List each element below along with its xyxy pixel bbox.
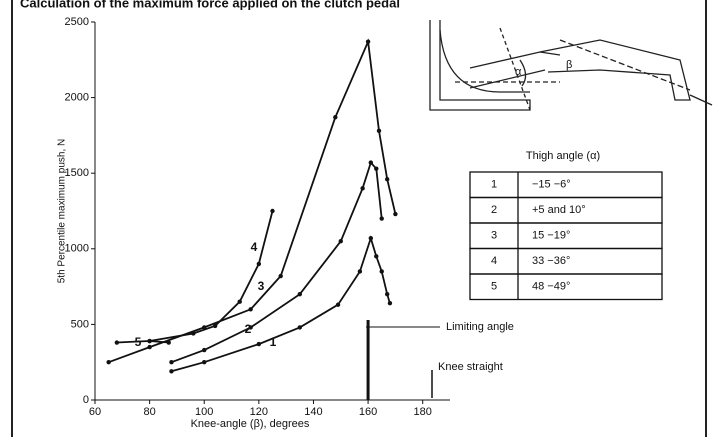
- table-cell: 1: [491, 179, 497, 191]
- data-point: [248, 325, 253, 330]
- data-point: [376, 128, 382, 134]
- data-point: [384, 291, 390, 297]
- beta-label: β: [566, 59, 572, 71]
- series-line: [171, 160, 383, 364]
- table-cell: 2: [491, 204, 497, 216]
- data-point: [256, 341, 262, 347]
- data-point: [212, 323, 218, 329]
- data-point: [393, 211, 398, 217]
- table-row: [469, 273, 663, 301]
- y-axis-label: 5th Percentile maximum push, N: [57, 139, 68, 284]
- data-point: [270, 208, 275, 214]
- y-tick-label: 1500: [65, 167, 89, 179]
- data-point: [237, 299, 242, 304]
- data-point: [360, 186, 365, 191]
- table-cell: 15 −19°: [532, 230, 570, 242]
- table-title: Thigh angle (α): [526, 150, 600, 162]
- data-point: [169, 360, 174, 365]
- series-label: 2: [245, 322, 252, 336]
- x-tick-label: 80: [143, 406, 155, 418]
- data-point: [297, 325, 303, 330]
- table-cell: −15 −6°: [532, 179, 571, 191]
- data-point: [278, 273, 283, 279]
- table-cell: 33 −36°: [532, 255, 570, 267]
- alpha-label: α: [515, 66, 522, 78]
- chart-title: Calculation of the maximum force applied…: [20, 0, 400, 10]
- data-point: [147, 338, 152, 344]
- series-label: 5: [135, 335, 142, 349]
- series-line: [108, 38, 397, 364]
- table-cell: 4: [491, 255, 497, 267]
- annotation: Limiting angle: [446, 321, 514, 333]
- x-tick-label: 160: [359, 406, 377, 418]
- data-point: [114, 340, 120, 345]
- data-point: [374, 166, 379, 171]
- data-point: [379, 216, 384, 221]
- data-point: [379, 269, 384, 274]
- data-point: [374, 254, 379, 259]
- data-point: [357, 269, 363, 274]
- leg-diagram: [429, 20, 713, 111]
- data-point: [338, 239, 343, 244]
- x-tick-label: 120: [250, 406, 268, 418]
- table-cell: 48 −49°: [532, 281, 570, 293]
- x-tick-label: 100: [195, 406, 213, 418]
- data-point: [169, 369, 174, 374]
- series-label: 1: [270, 335, 277, 349]
- x-axis-label: Knee-angle (β), degrees: [191, 418, 310, 430]
- data-point: [248, 307, 253, 312]
- annotation: Knee straight: [438, 361, 503, 373]
- data-point: [333, 115, 338, 120]
- x-tick-label: 60: [89, 406, 101, 418]
- series-line: [116, 340, 169, 344]
- series-line: [149, 210, 274, 342]
- series-label: 4: [251, 240, 258, 254]
- data-point: [297, 291, 303, 297]
- table-cell: 3: [491, 230, 497, 242]
- data-point: [365, 39, 371, 44]
- data-point: [335, 302, 341, 307]
- table-cell: +5 and 10°: [532, 204, 586, 216]
- data-point: [384, 177, 390, 182]
- y-tick-label: 1000: [65, 243, 89, 255]
- series-label: 3: [258, 279, 265, 293]
- data-point: [256, 261, 262, 267]
- table-cell: 5: [491, 281, 497, 293]
- y-tick-label: 2500: [65, 16, 89, 28]
- x-tick-label: 180: [414, 406, 432, 418]
- y-tick-label: 2000: [65, 92, 89, 104]
- data-point: [106, 360, 111, 365]
- data-point: [191, 331, 196, 336]
- x-tick-label: 140: [304, 406, 322, 418]
- data-point: [166, 340, 171, 345]
- y-tick-label: 0: [83, 394, 89, 406]
- data-point: [147, 344, 152, 350]
- data-point: [202, 360, 207, 365]
- data-point: [368, 160, 374, 165]
- data-point: [202, 347, 207, 353]
- data-point: [387, 301, 393, 306]
- y-tick-label: 500: [71, 318, 89, 330]
- data-point: [368, 236, 374, 241]
